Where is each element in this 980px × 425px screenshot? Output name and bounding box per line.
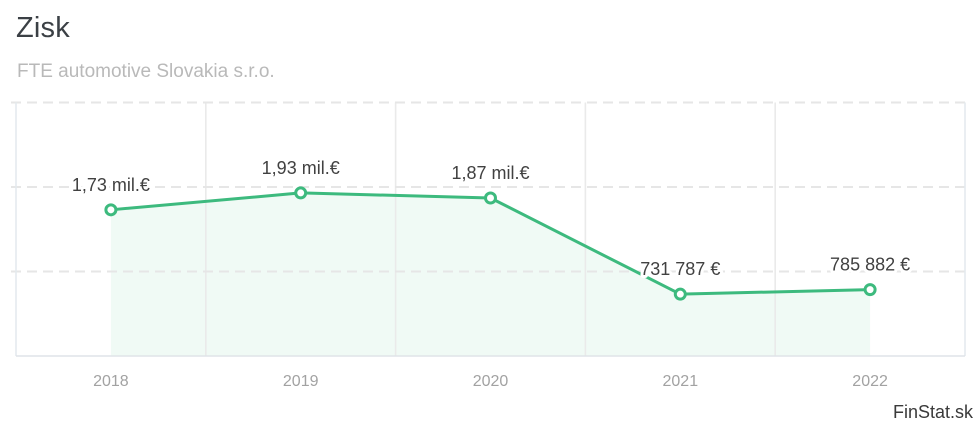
data-point-2020[interactable] bbox=[484, 191, 497, 205]
point-value-label-2021: 731 787 € bbox=[640, 259, 720, 279]
point-value-label-2020: 1,87 mil.€ bbox=[451, 163, 529, 183]
x-axis-label-2020: 2020 bbox=[473, 373, 509, 390]
point-value-label-2019: 1,93 mil.€ bbox=[262, 158, 340, 178]
x-axis-label-2021: 2021 bbox=[663, 373, 699, 390]
finstat-watermark[interactable]: FinStat.sk bbox=[892, 402, 973, 422]
data-point-2022[interactable] bbox=[863, 283, 877, 297]
data-point-2021[interactable] bbox=[673, 287, 687, 301]
x-axis-label-2022: 2022 bbox=[852, 373, 888, 390]
data-point-2018[interactable] bbox=[104, 203, 118, 217]
profit-area-fill bbox=[110, 192, 871, 356]
point-value-label-2018: 1,73 mil.€ bbox=[72, 175, 150, 195]
chart-title: Zisk bbox=[16, 12, 70, 44]
point-value-label-2022: 785 882 € bbox=[830, 255, 910, 275]
chart-subtitle: FTE automotive Slovakia s.r.o. bbox=[17, 61, 275, 82]
x-axis-label-2018: 2018 bbox=[93, 373, 129, 390]
x-axis-label-2019: 2019 bbox=[283, 373, 319, 390]
data-point-2019[interactable] bbox=[294, 186, 308, 200]
